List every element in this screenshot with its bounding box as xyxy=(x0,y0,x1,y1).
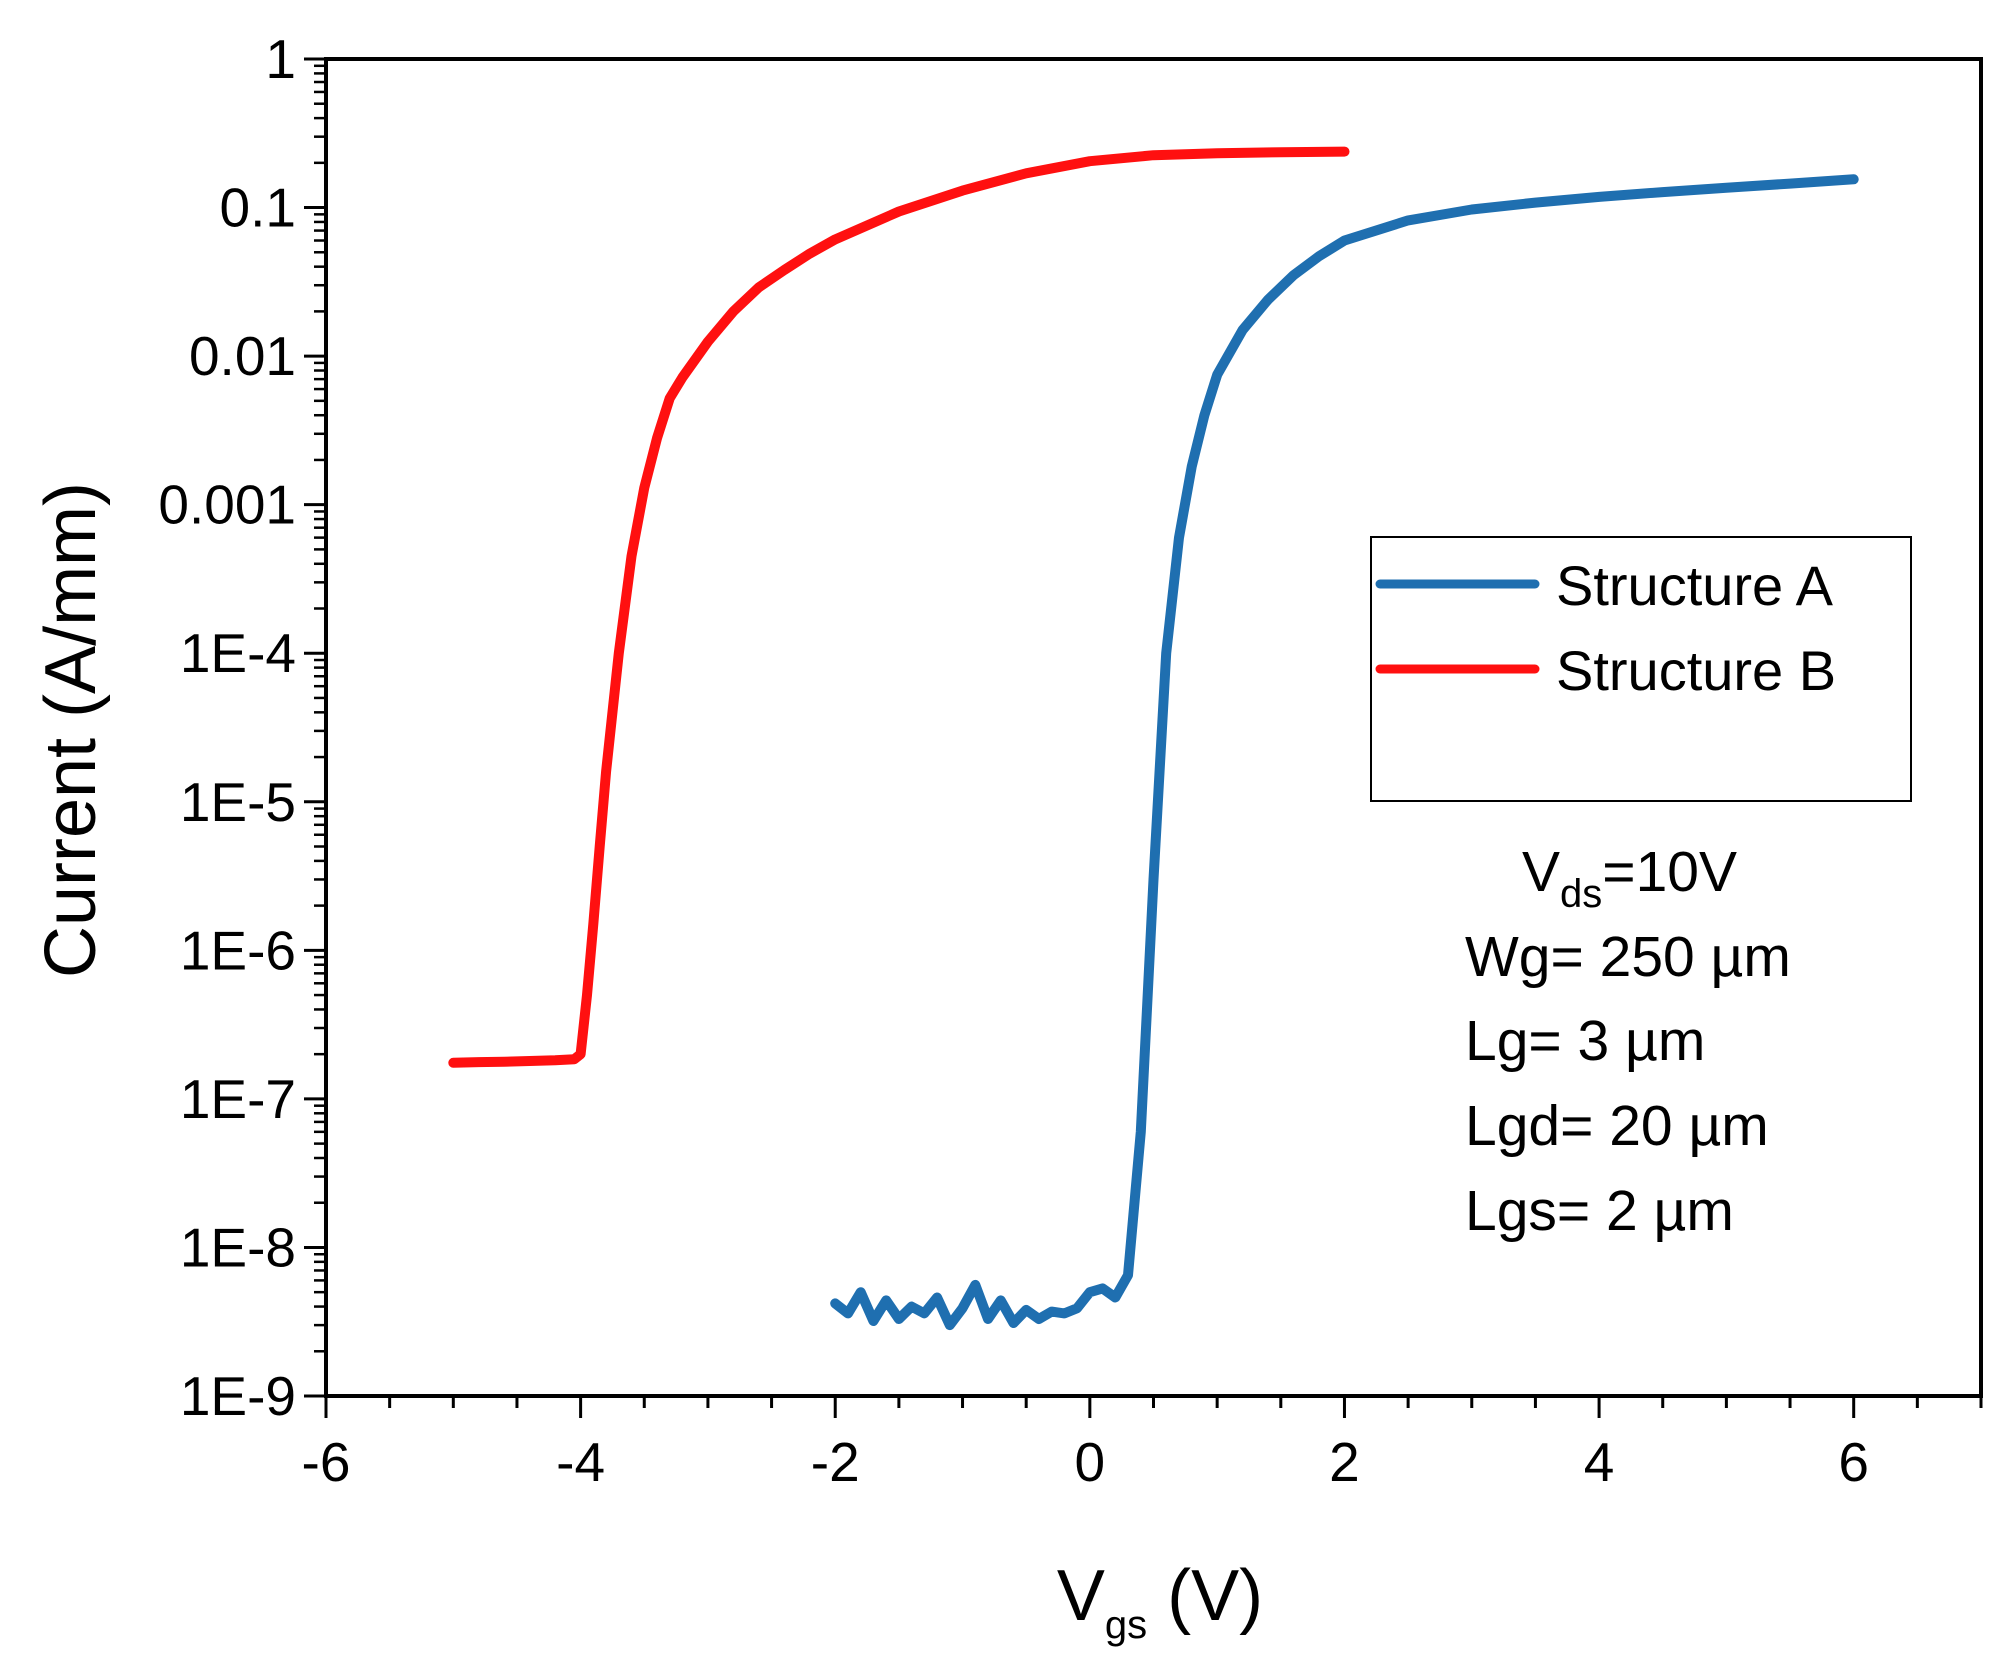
x-tick-label: 4 xyxy=(1584,1431,1615,1493)
wg-annotation: Wg= 250 µm xyxy=(1465,925,1791,989)
y-tick-label: 1E-9 xyxy=(180,1365,296,1427)
y-tick-label: 1E-5 xyxy=(180,771,296,833)
tick-labels: -6 -4 -2 0 2 4 6 1 0.1 0.01 0.001 1E-4 1E-5 1E-6 1E-7 1… xyxy=(158,28,1869,1493)
y-tick-label: 0.001 xyxy=(158,474,296,536)
series-line-structure-a xyxy=(830,174,1859,1331)
y-tick-label: 1 xyxy=(265,28,296,90)
vds-annotation: Vds=10V xyxy=(1522,840,1737,916)
y-tick-label: 1E-8 xyxy=(180,1216,296,1278)
x-axis-title-sub: gs xyxy=(1105,1603,1147,1647)
lgs-annotation: Lgs= 2 µm xyxy=(1465,1179,1734,1243)
x-axis-title-suffix: (V) xyxy=(1147,1556,1263,1636)
y-tick-label: 0.1 xyxy=(220,177,296,239)
y-tick-label: 1E-6 xyxy=(180,919,296,981)
device-parameters-annotation: Vds=10V Wg= 250 µm Lg= 3 µm Lgd= 20 µm L… xyxy=(1465,840,1791,1243)
x-tick-label: 6 xyxy=(1838,1431,1869,1493)
vds-sub: ds xyxy=(1560,872,1602,916)
series-line-structure-b xyxy=(448,146,1350,1068)
vds-suffix: =10V xyxy=(1602,840,1737,904)
x-tick-label: -6 xyxy=(302,1431,351,1493)
y-tick-label: 0.01 xyxy=(189,325,296,387)
x-tick-label: 0 xyxy=(1075,1431,1106,1493)
y-axis-title: Current (A/mm) xyxy=(31,482,111,978)
legend: Structure A Structure B xyxy=(1370,536,1912,802)
series-lines xyxy=(448,146,1859,1331)
x-tick-label: 2 xyxy=(1329,1431,1360,1493)
x-axis-title: Vgs (V) xyxy=(1057,1556,1263,1647)
y-tick-label: 1E-4 xyxy=(180,622,296,684)
lgd-annotation: Lgd= 20 µm xyxy=(1465,1094,1769,1158)
x-tick-label: -4 xyxy=(556,1431,605,1493)
plot-frame xyxy=(324,57,1983,1398)
y-tick-label: 1E-7 xyxy=(180,1068,296,1130)
x-axis-title-main: V xyxy=(1057,1556,1105,1636)
x-tick-label: -2 xyxy=(811,1431,860,1493)
legend-label-structure-b: Structure B xyxy=(1556,639,1836,702)
lg-annotation: Lg= 3 µm xyxy=(1465,1009,1705,1073)
vds-main: V xyxy=(1522,840,1560,904)
legend-label-structure-a: Structure A xyxy=(1556,554,1834,617)
